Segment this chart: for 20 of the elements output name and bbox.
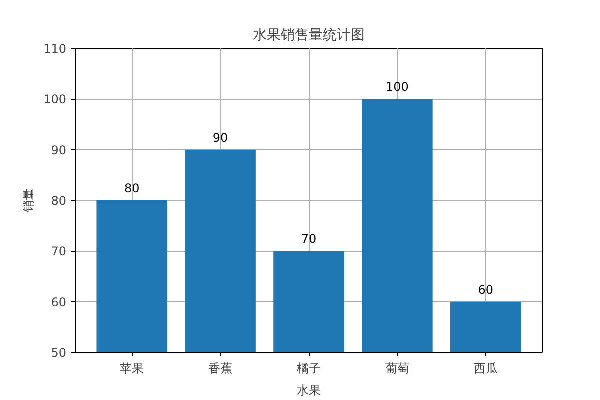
chart-title: 水果销售量统计图 [253,28,365,44]
y-tick-label: 70 [51,244,67,259]
y-tick-label: 90 [51,143,67,158]
x-tick-label: 橘子 [297,362,321,376]
y-tick-label: 80 [51,194,67,208]
y-tick-label: 100 [44,92,66,107]
x-tick-label: 西瓜 [474,362,498,376]
x-tick-label: 葡萄 [385,362,410,376]
data-label: 100 [386,80,409,94]
x-tick-label: 苹果 [120,362,144,376]
y-tick-label: 60 [51,295,67,310]
y-axis-title: 销量 [22,188,36,214]
y-tick-label: 110 [44,42,66,56]
data-label: 70 [301,232,317,246]
data-label: 60 [478,282,494,297]
y-tick-label: 50 [51,346,67,360]
x-axis-title: 水果 [297,384,321,398]
data-label: 90 [212,130,228,145]
x-tick-label: 香蕉 [208,362,233,376]
data-label: 80 [124,182,140,196]
